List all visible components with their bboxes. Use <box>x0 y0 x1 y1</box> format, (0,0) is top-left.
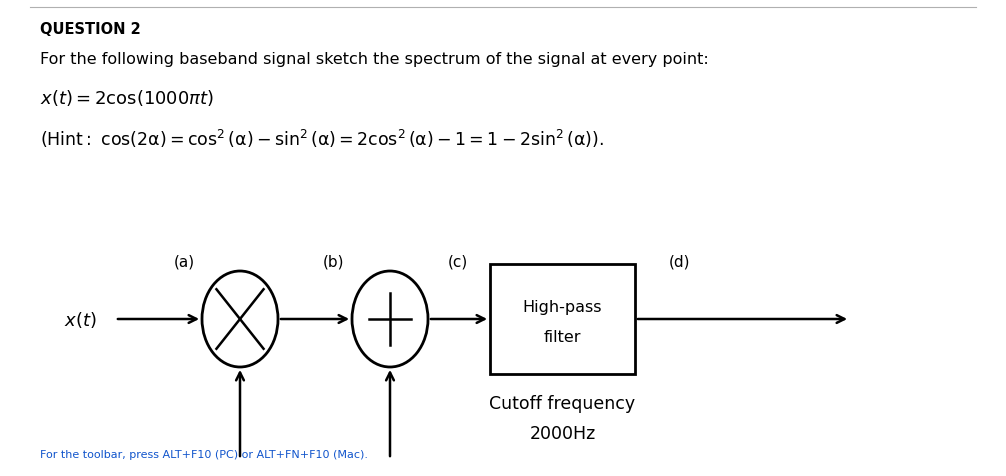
Text: For the toolbar, press ALT+F10 (PC) or ALT+FN+F10 (Mac).: For the toolbar, press ALT+F10 (PC) or A… <box>40 449 368 459</box>
Text: (a): (a) <box>173 254 194 269</box>
Text: $x(t) = 2\cos(1000\pi t)$: $x(t) = 2\cos(1000\pi t)$ <box>40 88 214 108</box>
Text: (d): (d) <box>669 254 691 269</box>
Text: (b): (b) <box>323 254 345 269</box>
Text: $\mathit{x}(t)$: $\mathit{x}(t)$ <box>63 309 97 329</box>
Text: Cutoff frequency: Cutoff frequency <box>490 394 636 412</box>
Bar <box>490 265 635 374</box>
Text: (c): (c) <box>448 254 468 269</box>
Text: For the following baseband signal sketch the spectrum of the signal at every poi: For the following baseband signal sketch… <box>40 52 709 67</box>
Text: $\rm(Hint:\  \cos(2\alpha) = \cos^2(\alpha) - \sin^2(\alpha) = 2\cos^2(\alpha) -: $\rm(Hint:\ \cos(2\alpha) = \cos^2(\alph… <box>40 128 604 150</box>
Text: filter: filter <box>544 330 581 345</box>
Text: High-pass: High-pass <box>523 300 603 315</box>
Text: QUESTION 2: QUESTION 2 <box>40 22 141 37</box>
Text: 2000Hz: 2000Hz <box>529 424 596 442</box>
